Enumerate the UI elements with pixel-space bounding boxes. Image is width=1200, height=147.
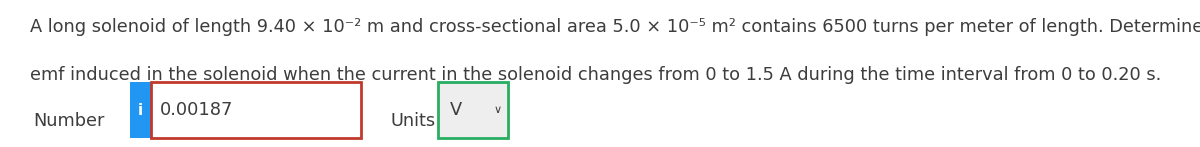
FancyBboxPatch shape — [438, 82, 508, 138]
Text: Units: Units — [390, 112, 436, 130]
FancyBboxPatch shape — [130, 82, 151, 138]
Text: V: V — [450, 101, 462, 119]
Text: ∨: ∨ — [494, 105, 502, 115]
Text: A long solenoid of length 9.40 × 10⁻² m and cross-sectional area 5.0 × 10⁻⁵ m² c: A long solenoid of length 9.40 × 10⁻² m … — [30, 18, 1200, 36]
Text: Number: Number — [34, 112, 104, 130]
Text: emf induced in the solenoid when the current in the solenoid changes from 0 to 1: emf induced in the solenoid when the cur… — [30, 66, 1162, 84]
Text: i: i — [138, 103, 143, 118]
FancyBboxPatch shape — [151, 82, 361, 138]
Text: 0.00187: 0.00187 — [160, 101, 233, 119]
